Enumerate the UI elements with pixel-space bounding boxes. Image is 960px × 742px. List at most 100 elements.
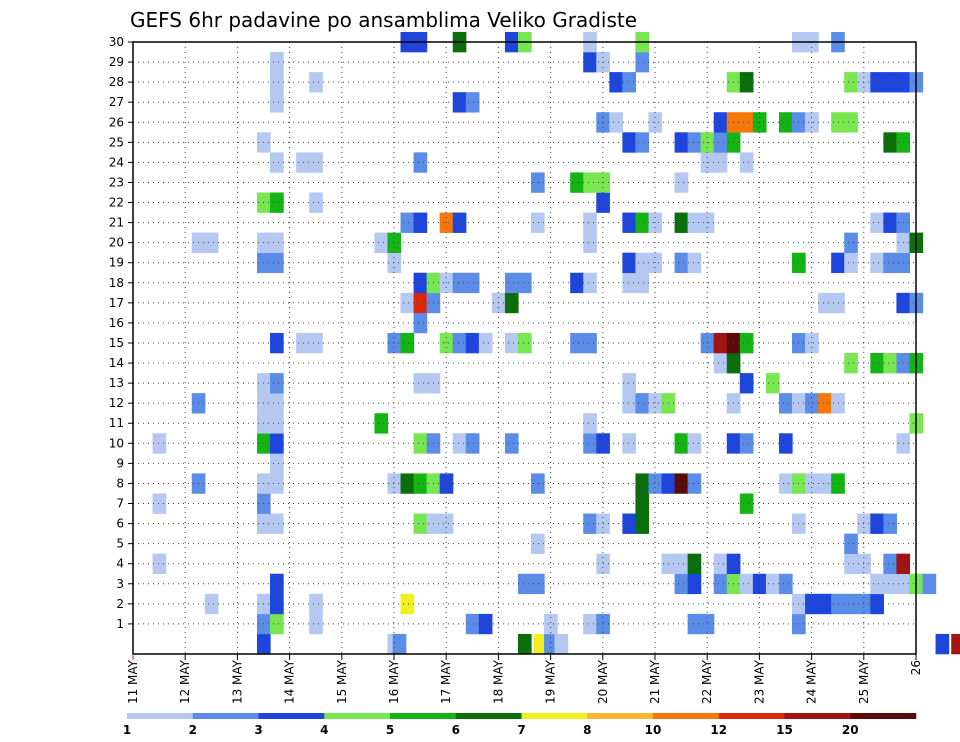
legend-swatch	[850, 713, 917, 719]
legend-label: 1	[123, 723, 131, 737]
precip-cell	[622, 72, 637, 93]
precip-cell	[648, 393, 663, 414]
precip-cell	[204, 593, 219, 615]
precip-cell	[635, 473, 650, 494]
precip-cell	[713, 112, 728, 133]
precip-cell	[413, 312, 428, 334]
precip-cell	[739, 493, 754, 514]
precip-cell	[635, 393, 650, 414]
precip-cell	[504, 332, 519, 354]
precip-cell	[270, 332, 284, 354]
precip-cell	[609, 72, 623, 93]
precip-cell	[674, 132, 689, 153]
precip-cell	[870, 573, 884, 595]
precip-cell	[583, 272, 597, 294]
precip-cell	[531, 473, 545, 494]
precip-cell	[635, 513, 650, 534]
precip-cell	[870, 353, 884, 374]
legend-label: 10	[645, 723, 662, 737]
precip-cell	[544, 633, 558, 655]
precip-cell	[583, 52, 597, 73]
precip-cell	[309, 192, 323, 213]
y-tick-label: 13	[109, 376, 124, 390]
precip-cell	[883, 573, 898, 595]
y-tick-label: 18	[109, 276, 124, 290]
precip-cell	[309, 72, 323, 93]
precip-cell	[374, 232, 389, 253]
precip-cell	[270, 593, 284, 615]
precip-cell	[256, 633, 271, 655]
precip-cell	[739, 112, 754, 133]
precip-cell	[635, 252, 650, 274]
precip-cell	[778, 112, 793, 133]
precip-cell	[439, 332, 454, 354]
y-tick-label: 12	[109, 396, 124, 410]
precip-cell	[805, 332, 819, 354]
precip-cell	[296, 332, 310, 354]
precip-cell	[270, 453, 284, 474]
precip-cell	[844, 232, 858, 253]
precip-cell	[622, 433, 637, 454]
precip-cell	[465, 272, 480, 294]
precip-cell	[752, 573, 767, 595]
x-tick-label: 19 MAY	[544, 659, 558, 704]
precip-cell	[570, 172, 584, 193]
y-tick-label: 1	[116, 617, 124, 631]
precip-cell	[309, 613, 323, 635]
precip-cell	[765, 373, 780, 394]
precip-cell	[870, 252, 884, 274]
precip-cell	[531, 212, 545, 233]
precip-cell	[583, 332, 597, 354]
y-tick-label: 8	[116, 476, 124, 490]
precip-cell	[270, 232, 284, 253]
precip-cell	[870, 72, 884, 93]
precip-cell	[413, 272, 428, 294]
precip-cell	[687, 132, 702, 153]
precip-cell	[478, 332, 493, 354]
precip-cell	[883, 353, 898, 374]
precip-cell	[270, 393, 284, 414]
precip-cell	[531, 533, 545, 554]
y-tick-label: 25	[109, 135, 124, 149]
precip-cell	[622, 373, 637, 394]
precip-cell	[674, 212, 689, 233]
precip-cell	[622, 212, 637, 233]
y-tick-label: 23	[109, 175, 124, 189]
legend-label: 15	[776, 723, 793, 737]
precip-cell	[818, 393, 832, 414]
x-tick-label: 24 MAY	[805, 659, 819, 704]
precip-cell	[531, 573, 545, 595]
precip-cell	[713, 332, 728, 354]
precip-cell	[635, 212, 650, 233]
precip-cell	[622, 513, 637, 534]
legend-label: 6	[452, 723, 460, 737]
precip-cell	[687, 252, 702, 274]
legend-swatch	[587, 713, 654, 719]
precip-cell	[739, 373, 754, 394]
precip-cell	[857, 553, 871, 575]
x-tick-label: 18 MAY	[491, 659, 505, 704]
precip-cell	[687, 613, 702, 635]
precip-cell	[413, 473, 428, 494]
precip-cell	[844, 593, 858, 615]
legend-swatch	[784, 713, 851, 719]
precip-cell	[452, 212, 467, 233]
precip-cell	[951, 633, 960, 655]
legend-swatch	[192, 713, 259, 719]
precip-cell	[883, 72, 898, 93]
precip-cell	[805, 593, 819, 615]
legend-swatch	[390, 713, 457, 719]
precip-cell	[296, 152, 310, 173]
precip-cell	[387, 332, 402, 354]
precip-cell	[857, 593, 871, 615]
precip-cell	[465, 433, 480, 454]
x-tick-label: 14 MAY	[283, 659, 297, 704]
legend-swatch	[258, 713, 325, 719]
precip-cell	[805, 473, 819, 494]
legend-label: 4	[320, 723, 328, 737]
legend-swatch	[324, 713, 391, 719]
precip-cell	[544, 613, 558, 635]
precip-cell	[818, 292, 832, 314]
precip-cell	[400, 473, 415, 494]
precip-cell	[152, 433, 167, 454]
